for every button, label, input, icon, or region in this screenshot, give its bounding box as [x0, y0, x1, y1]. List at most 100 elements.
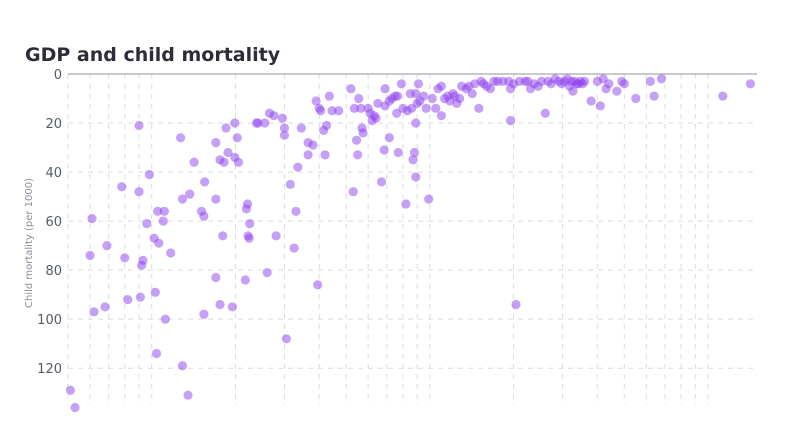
data-point [353, 150, 363, 160]
data-point [334, 106, 344, 116]
data-point [427, 93, 437, 104]
data-point [281, 334, 292, 344]
data-point [211, 272, 221, 283]
data-point [324, 91, 334, 101]
data-point [70, 402, 80, 413]
data-point [185, 189, 195, 199]
data-point [619, 79, 629, 89]
data-point [586, 96, 596, 106]
data-point [346, 84, 356, 94]
data-point [89, 307, 99, 317]
data-point [215, 299, 225, 310]
data-point [154, 238, 164, 248]
data-point [120, 253, 130, 263]
data-point [424, 194, 434, 204]
data-point [269, 111, 279, 121]
data-point [393, 147, 403, 158]
data-point [376, 177, 387, 187]
data-point [511, 299, 521, 310]
data-point [183, 390, 193, 400]
data-point [308, 140, 318, 150]
data-point [211, 138, 221, 148]
data-point [303, 150, 313, 160]
data-point [356, 103, 366, 113]
data-point [289, 243, 299, 253]
data-point [199, 211, 209, 221]
data-point [158, 216, 168, 226]
point-layer [65, 74, 755, 413]
data-point [135, 292, 145, 302]
data-point [431, 103, 441, 113]
data-point [177, 194, 188, 204]
data-point [649, 91, 659, 101]
data-point [291, 206, 301, 216]
data-point [411, 118, 421, 128]
data-point [540, 108, 550, 118]
data-point [117, 182, 127, 192]
data-point [293, 162, 303, 172]
data-point [87, 214, 97, 224]
data-point [134, 120, 144, 131]
data-point [392, 91, 403, 101]
data-point [166, 248, 176, 258]
data-point [320, 150, 330, 160]
data-point [159, 206, 169, 216]
data-point [242, 199, 253, 209]
data-point [419, 91, 429, 101]
data-point [221, 123, 231, 133]
data-point [349, 103, 359, 113]
data-point [233, 157, 244, 167]
y-tick-label: 0 [54, 68, 62, 83]
data-point [604, 79, 614, 89]
data-point [354, 93, 364, 104]
data-point [380, 84, 390, 94]
data-point [373, 98, 383, 109]
data-point [138, 255, 148, 265]
data-point [218, 231, 228, 241]
data-point [327, 106, 337, 116]
data-point [379, 145, 389, 155]
y-tick-label: 120 [37, 362, 62, 377]
data-point [142, 218, 152, 229]
data-point [85, 250, 95, 261]
data-point [144, 169, 154, 180]
y-tick-label: 80 [45, 264, 62, 279]
data-point [223, 147, 233, 158]
data-point [612, 86, 622, 96]
data-point [580, 76, 590, 86]
data-point [199, 309, 209, 319]
data-point [455, 93, 465, 104]
data-point [200, 177, 210, 187]
data-point [351, 135, 362, 145]
data-point [262, 268, 272, 278]
data-point [211, 194, 221, 204]
y-axis-label: Child mortality (per 1000) [24, 178, 35, 308]
data-point [392, 108, 402, 118]
data-point [371, 113, 381, 123]
data-point [467, 89, 477, 99]
data-point [348, 187, 358, 197]
data-point [189, 157, 199, 167]
data-point [260, 118, 270, 128]
data-point [718, 91, 728, 101]
data-point [421, 103, 431, 113]
data-point [505, 115, 516, 126]
data-point [177, 361, 188, 371]
data-point [436, 111, 446, 121]
chart-title: GDP and child mortality [25, 44, 281, 66]
data-point [279, 123, 290, 133]
data-point [65, 385, 75, 395]
data-point [645, 76, 655, 86]
data-point [311, 96, 321, 106]
data-point [313, 280, 323, 290]
y-tick-label: 40 [45, 166, 62, 181]
data-point [411, 172, 421, 182]
data-point [316, 106, 326, 116]
data-point [296, 123, 306, 133]
data-point [656, 74, 667, 84]
data-point [219, 157, 229, 167]
data-point [176, 133, 186, 143]
data-point [474, 103, 484, 113]
data-point [401, 199, 411, 209]
